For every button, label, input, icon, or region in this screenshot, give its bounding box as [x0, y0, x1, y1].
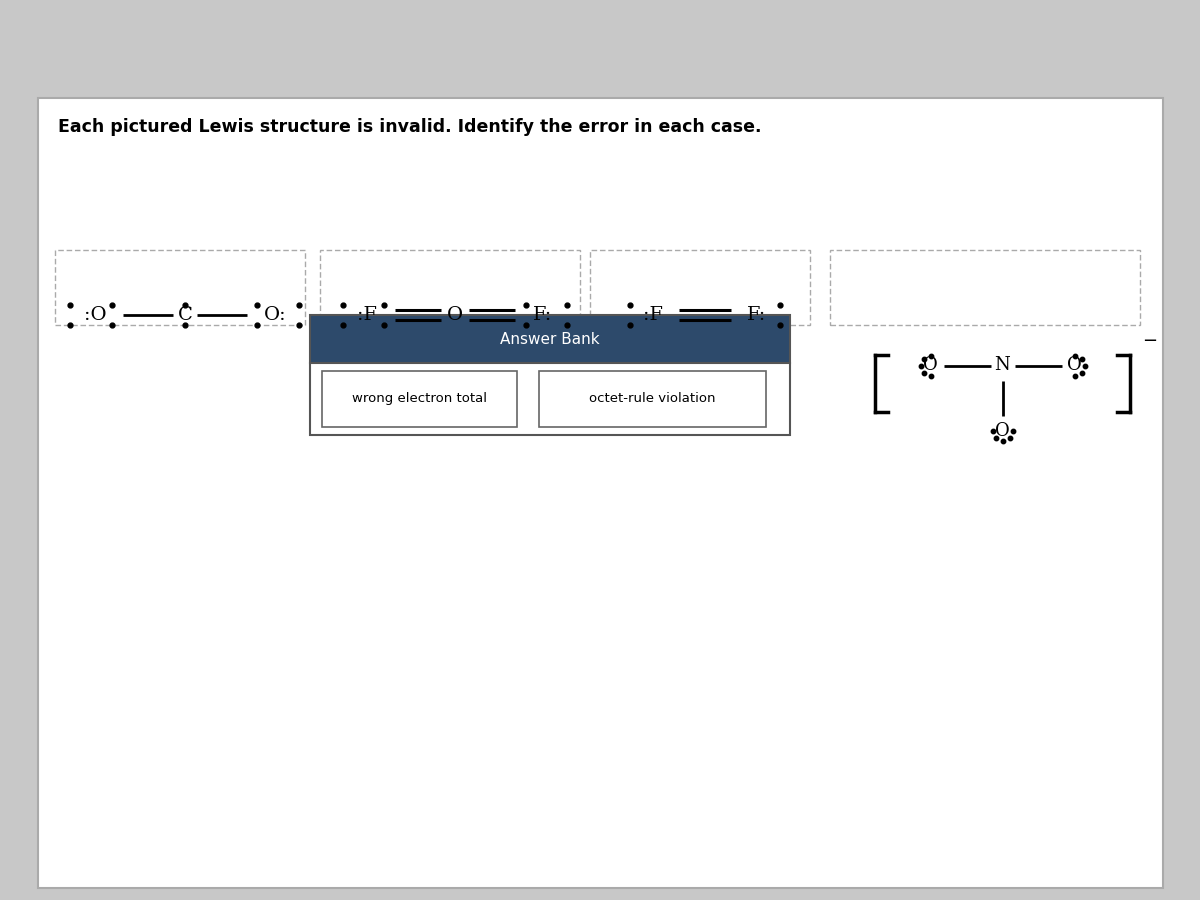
Text: Each pictured Lewis structure is invalid. Identify the error in each case.: Each pictured Lewis structure is invalid…: [58, 118, 762, 136]
Text: O: O: [446, 306, 463, 324]
Text: :F: :F: [358, 306, 377, 324]
Text: O: O: [995, 421, 1010, 439]
Text: C: C: [178, 306, 192, 324]
Text: O: O: [1067, 356, 1082, 374]
Bar: [830, 250, 1140, 325]
Bar: [320, 250, 580, 325]
Text: F:: F:: [533, 306, 553, 324]
Bar: [310, 315, 790, 435]
Bar: [38, 98, 1163, 888]
Bar: [55, 250, 305, 325]
Bar: [310, 315, 790, 363]
Bar: [310, 363, 790, 435]
Text: :F: :F: [643, 306, 662, 324]
Bar: [590, 250, 810, 325]
Text: O: O: [923, 356, 938, 374]
Text: Answer Bank: Answer Bank: [500, 331, 600, 346]
Text: −: −: [1142, 332, 1157, 350]
Text: :O: :O: [84, 306, 107, 324]
Text: N: N: [995, 356, 1010, 374]
Text: F:: F:: [748, 306, 767, 324]
Text: wrong electron total: wrong electron total: [352, 392, 487, 406]
Text: O:: O:: [264, 306, 287, 324]
Text: octet-rule violation: octet-rule violation: [589, 392, 715, 406]
Bar: [539, 371, 766, 427]
Bar: [322, 371, 517, 427]
